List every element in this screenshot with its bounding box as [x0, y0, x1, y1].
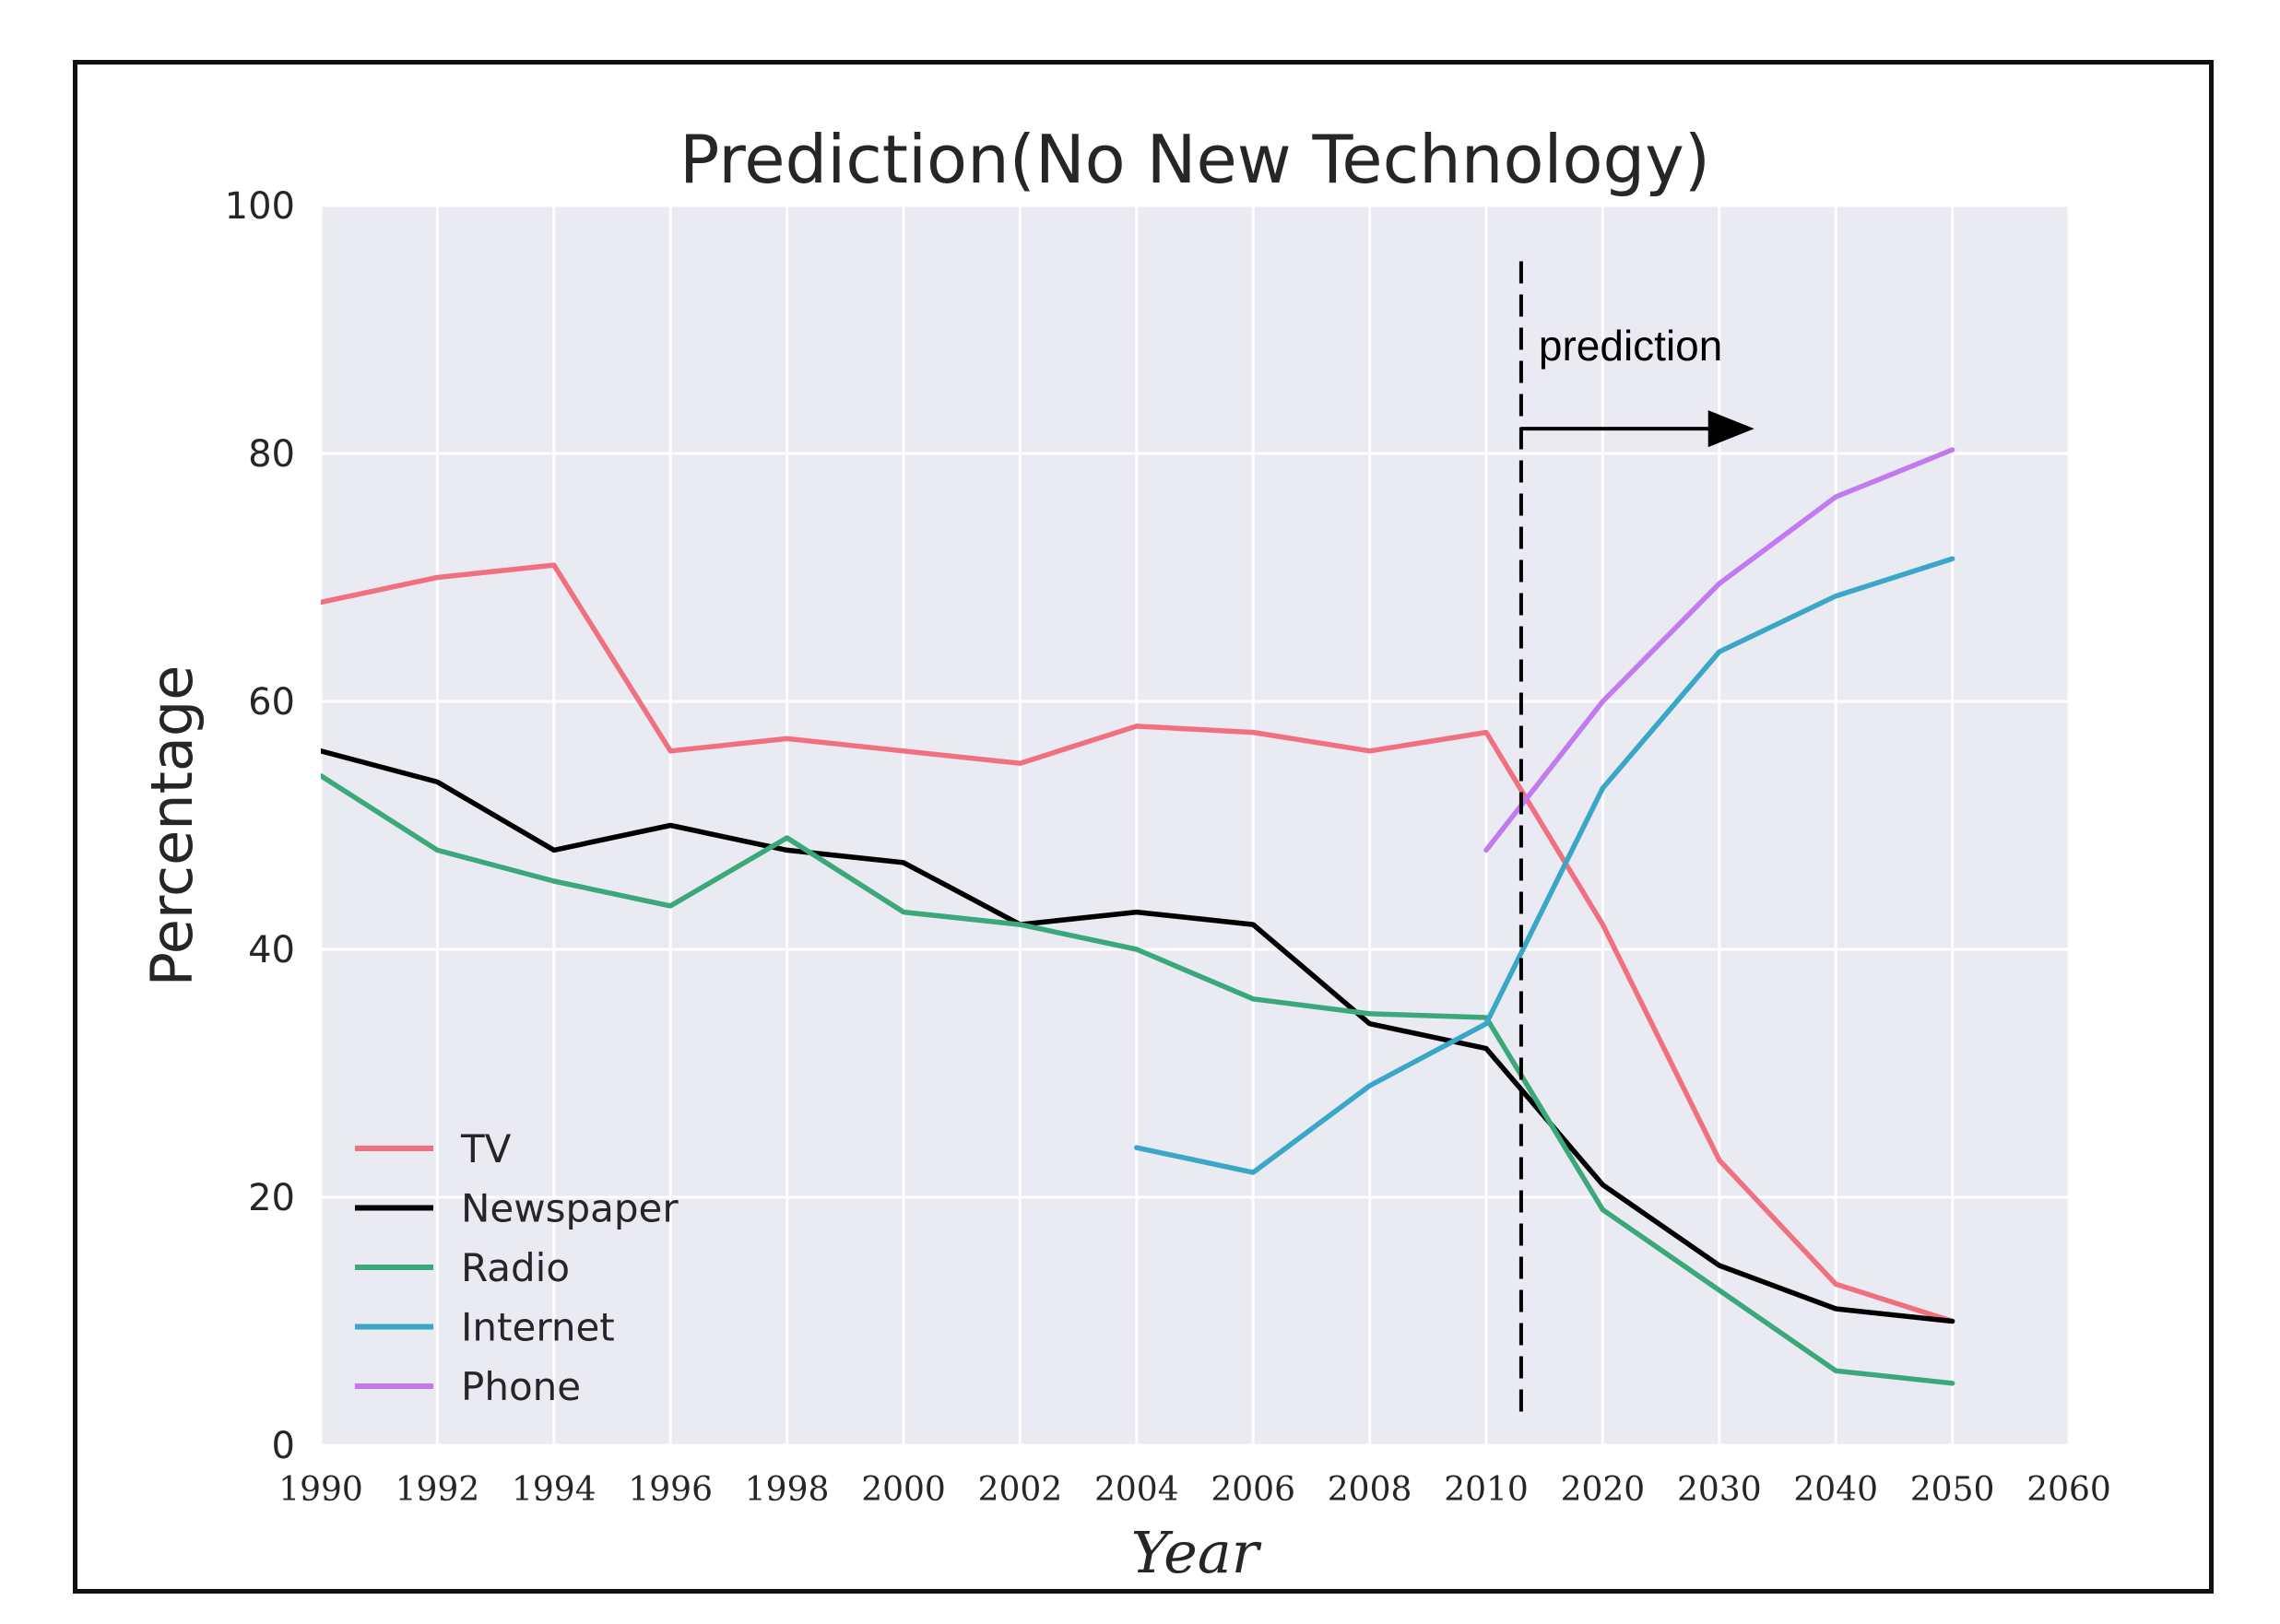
y-tick-label: 20 — [248, 1177, 295, 1219]
legend-label-phone: Phone — [461, 1364, 581, 1409]
legend-label-radio: Radio — [461, 1245, 570, 1290]
series-line-radio — [321, 772, 1955, 1386]
y-axis-label: Percentage — [138, 665, 206, 987]
x-tick-label: 2000 — [861, 1471, 946, 1509]
x-tick-label: 2040 — [1793, 1471, 1878, 1509]
plot-area — [321, 206, 2069, 1445]
x-tick-label: 2002 — [978, 1471, 1063, 1509]
legend-label-tv: TV — [460, 1126, 512, 1171]
x-tick-label: 2030 — [1677, 1471, 1762, 1509]
x-tick-label: 2008 — [1328, 1471, 1412, 1509]
y-tick-label: 60 — [248, 681, 295, 724]
x-axis-label: Year — [1131, 1519, 1262, 1586]
annotation-layer: prediction — [1518, 261, 1754, 1421]
legend-label-internet: Internet — [461, 1305, 615, 1350]
prediction-arrow-head — [1707, 410, 1754, 448]
x-tick-label: 2050 — [1910, 1471, 1995, 1509]
x-tick-label: 1994 — [512, 1471, 597, 1509]
y-tick-label: 40 — [248, 929, 295, 971]
x-tick-label: 1998 — [745, 1471, 830, 1509]
series-line-newspaper — [321, 748, 1955, 1324]
x-tick-label: 2006 — [1211, 1471, 1295, 1509]
series-line-phone — [1483, 447, 1955, 853]
series-line-internet — [1134, 556, 1955, 1175]
y-tick-label: 80 — [248, 433, 295, 476]
x-tick-label: 2010 — [1444, 1471, 1529, 1509]
x-tick-label: 2060 — [2026, 1471, 2111, 1509]
chart-title: Prediction(No New Technology) — [679, 121, 1710, 198]
x-tick-label: 2004 — [1094, 1471, 1179, 1509]
x-tick-label: 2020 — [1561, 1471, 1646, 1509]
y-tick-label: 0 — [272, 1425, 295, 1467]
legend-label-newspaper: Newspaper — [461, 1186, 679, 1231]
series-line-tv — [321, 562, 1955, 1324]
legend: TV Newspaper Radio Internet Phone — [355, 1126, 679, 1409]
x-tick-label: 1990 — [278, 1471, 363, 1509]
prediction-annotation: prediction — [1539, 322, 1722, 370]
y-tick-label: 100 — [225, 185, 295, 228]
series-layer — [321, 447, 1955, 1386]
x-tick-label: 1996 — [628, 1471, 713, 1509]
x-tick-label: 1992 — [396, 1471, 480, 1509]
